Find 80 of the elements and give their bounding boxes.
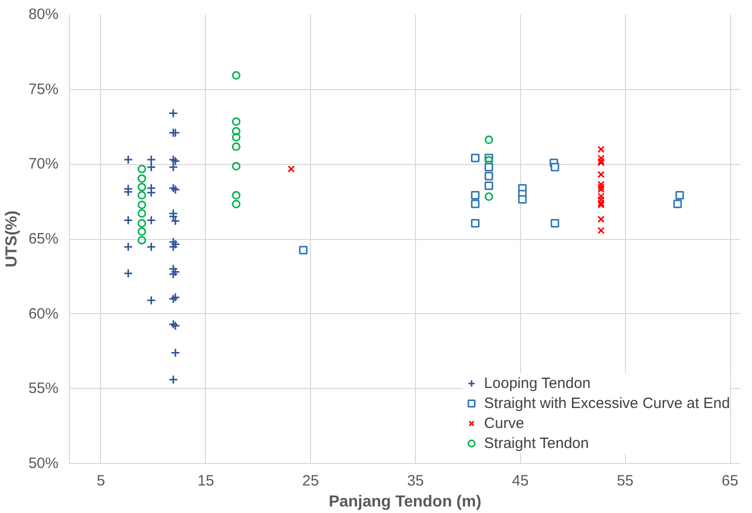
- point: [138, 182, 146, 192]
- point: [146, 162, 156, 172]
- x-tick-label: 15: [197, 472, 214, 490]
- point: [675, 191, 684, 200]
- point: [232, 191, 240, 200]
- point: [138, 200, 146, 210]
- x-tick-label: 55: [616, 472, 634, 490]
- legend-label: Curve: [484, 414, 524, 433]
- legend-label: Straight Tendon: [484, 434, 589, 453]
- point: [597, 192, 605, 200]
- point: [597, 170, 605, 178]
- point: [484, 192, 494, 201]
- y-tick-label: 55%: [28, 380, 59, 398]
- y-tick-label: 65%: [28, 230, 59, 248]
- point: [597, 216, 605, 223]
- x-axis-title: Panjang Tendon (m): [328, 494, 482, 510]
- point: [138, 219, 146, 228]
- point: [146, 296, 156, 306]
- point: [232, 200, 240, 208]
- point: [597, 180, 605, 188]
- point: [123, 242, 133, 252]
- point: [168, 108, 178, 118]
- point: [597, 226, 605, 234]
- point: [550, 162, 560, 172]
- point: [168, 242, 178, 252]
- point: [484, 181, 494, 190]
- y-tick-label: 80%: [28, 6, 59, 23]
- point: [146, 242, 156, 252]
- point: [170, 348, 180, 358]
- y-tick-label: 70%: [28, 156, 59, 173]
- y-tick-label: 75%: [28, 80, 59, 98]
- y-tick-label: 50%: [28, 455, 59, 472]
- point: [484, 162, 494, 172]
- point: [232, 142, 240, 151]
- point: [123, 216, 133, 226]
- point: [146, 154, 156, 164]
- point: [232, 117, 240, 126]
- y-axis-title: UTS(%): [3, 210, 20, 268]
- point: [138, 236, 146, 244]
- point: [597, 196, 605, 204]
- point: [170, 216, 180, 226]
- point: [597, 154, 605, 162]
- x-tick-label: 65: [722, 472, 738, 490]
- point: [484, 156, 494, 165]
- point: [597, 186, 605, 194]
- y-tick-label: 60%: [28, 305, 59, 322]
- point: [597, 146, 605, 153]
- x-tick-label: 45: [512, 472, 529, 490]
- point: [138, 164, 146, 174]
- point: [138, 227, 146, 236]
- point: [123, 154, 133, 164]
- point: [138, 174, 146, 183]
- point: [168, 374, 178, 384]
- point: [123, 268, 133, 278]
- point: [146, 188, 156, 198]
- legend-label: Looping Tendon: [484, 374, 591, 393]
- point: [146, 216, 156, 226]
- point: [138, 209, 146, 218]
- point: [597, 183, 605, 191]
- x-tick-label: 25: [302, 472, 319, 490]
- point: [232, 126, 240, 136]
- point: [299, 246, 308, 254]
- point: [470, 154, 480, 162]
- point: [673, 200, 682, 208]
- point: [550, 219, 560, 228]
- point: [232, 162, 240, 171]
- point: [518, 195, 527, 204]
- x-tick-label: 5: [96, 472, 106, 490]
- point: [484, 172, 494, 180]
- point: [138, 191, 146, 200]
- point: [168, 212, 178, 222]
- point: [470, 219, 480, 228]
- point: [470, 191, 480, 200]
- x-tick-label: 35: [407, 472, 424, 490]
- point: [484, 136, 494, 144]
- legend-label: Straight with Excessive Curve at End: [484, 394, 730, 413]
- point: [470, 200, 480, 208]
- point: [232, 132, 240, 142]
- point: [232, 71, 240, 80]
- point: [288, 165, 295, 173]
